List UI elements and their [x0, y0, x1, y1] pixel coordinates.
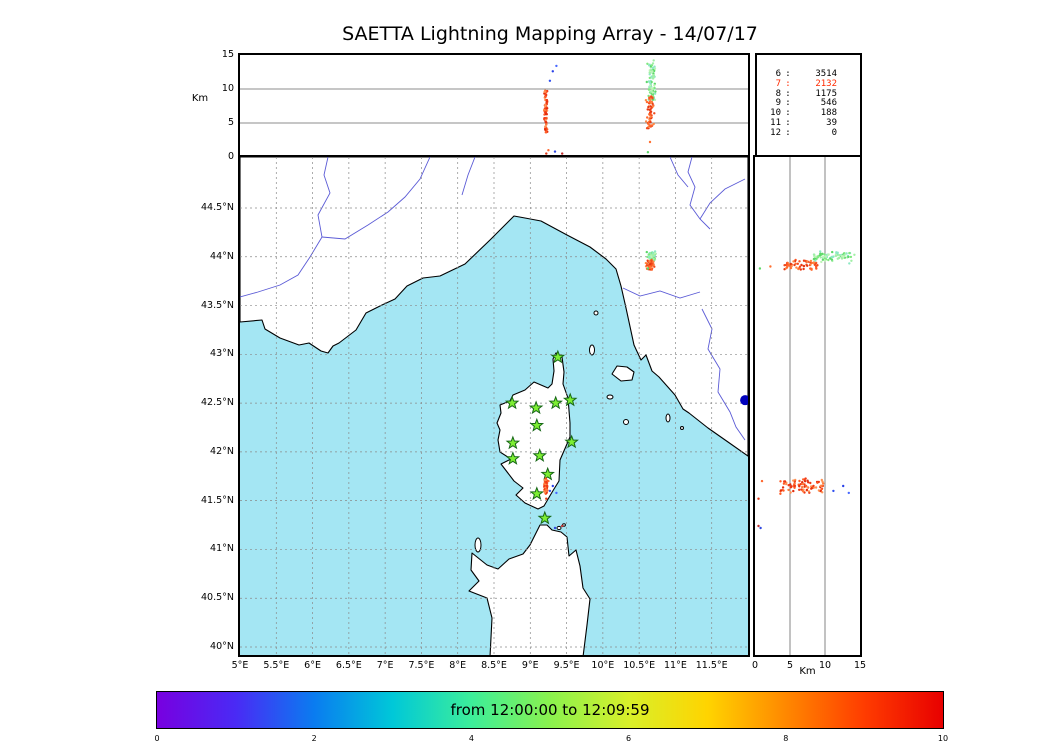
altitude-axis-label-bottom: Km	[799, 666, 816, 677]
lma-station-marker	[562, 392, 578, 407]
lat-axis-tick: 43.5°N	[200, 299, 234, 311]
altitude-latitude-panel	[753, 155, 862, 657]
lma-station-marker	[540, 466, 555, 481]
lat-axis-tick: 42°N	[210, 445, 234, 457]
station-count-row: 12: 0	[757, 127, 860, 139]
station-count-value: 546	[820, 98, 837, 109]
station-count-value: 1175	[815, 88, 837, 99]
figure-title: SAETTA Lightning Mapping Array - 14/07/1…	[342, 23, 758, 45]
lon-axis-tick: 5.5°E	[263, 660, 290, 671]
altitude-axis-label-left: Km	[191, 93, 209, 104]
separator: :	[785, 88, 791, 99]
station-count-value: 188	[820, 108, 837, 119]
alt-axis-tick: 15	[221, 49, 234, 60]
lon-axis-tick: 10.5°E	[623, 660, 656, 671]
station-count-label: 8	[775, 88, 781, 99]
lon-axis-tick: 7°E	[376, 660, 394, 671]
separator: :	[785, 108, 791, 119]
station-count-row: 10: 188	[757, 108, 860, 119]
lon-axis-tick: 11.5°E	[695, 660, 728, 671]
lon-axis-tick: 7.5°E	[408, 660, 435, 671]
lon-axis-tick: 6.5°E	[335, 660, 362, 671]
lat-axis-tick: 41°N	[210, 543, 234, 555]
lma-station-marker	[529, 486, 545, 501]
colorbar-tick: 0	[154, 734, 160, 743]
station-count-value: 0	[831, 127, 837, 138]
station-count-row: 6: 3514	[757, 69, 860, 80]
lon-axis-tick: 5°E	[231, 660, 249, 671]
colorbar-tick: 2	[311, 734, 317, 743]
lat-axis-tick: 42.5°N	[200, 397, 234, 409]
station-count-label: 9	[775, 98, 781, 109]
station-count-row: 7: 2132	[757, 78, 860, 90]
alt-axis-tick: 0	[751, 660, 759, 671]
colorbar-label: from 12:00:00 to 12:09:59	[450, 701, 650, 719]
lat-axis-tick: 41.5°N	[200, 494, 234, 506]
lma-station-marker	[564, 434, 579, 449]
station-count-label: 7	[775, 78, 781, 89]
lon-axis-tick: 8°E	[449, 660, 467, 671]
alt-axis-tick: 10	[818, 660, 832, 671]
lma-station-marker	[550, 349, 566, 364]
alt-axis-tick: 5	[227, 117, 234, 128]
station-count-row: 8: 1175	[757, 88, 860, 100]
station-count-value: 39	[826, 117, 837, 128]
separator: :	[785, 98, 791, 109]
colorbar-tick: 6	[626, 734, 632, 743]
lma-station-marker	[537, 510, 553, 525]
station-count-label: 6	[775, 69, 781, 79]
lma-station-marker	[529, 417, 545, 432]
lat-axis-tick: 40.5°N	[200, 592, 234, 604]
alt-axis-tick: 0	[227, 151, 234, 162]
lma-station-marker	[548, 395, 563, 410]
lat-axis-tick: 43°N	[210, 348, 234, 360]
lon-axis-tick: 9.5°E	[553, 660, 580, 671]
separator: :	[785, 78, 791, 89]
lon-axis-tick: 11°E	[664, 660, 687, 671]
lat-axis-tick: 40°N	[210, 641, 234, 652]
lma-station-marker	[504, 395, 520, 410]
lon-axis-tick: 8.5°E	[481, 660, 507, 671]
station-count-label: 11	[770, 117, 781, 128]
station-count-label: 10	[770, 108, 781, 119]
map-panel	[238, 155, 750, 657]
colorbar-tick: 10	[937, 734, 949, 743]
separator: :	[785, 117, 791, 128]
lma-station-marker	[528, 400, 544, 415]
alt-axis-tick: 5	[786, 660, 794, 671]
map-plot	[240, 157, 748, 655]
lma-station-marker	[532, 448, 547, 462]
lma-station-marker	[505, 451, 521, 465]
station-statistics-panel: 6: 3514 7: 2132 8: 1175 9: 546 10: 188 11: 39 12: 0	[755, 53, 862, 159]
altitude-longitude-plot	[240, 59, 748, 155]
lat-axis-tick: 44°N	[210, 250, 234, 262]
lat-axis-tick: 44.5°N	[200, 201, 234, 213]
time-colorbar: from 12:00:00 to 12:09:59	[156, 691, 944, 729]
alt-axis-tick: 10	[221, 83, 234, 94]
lma-station-marker	[505, 435, 521, 450]
lon-axis-tick: 9°E	[521, 660, 539, 671]
station-count-label: 12	[770, 127, 781, 138]
colorbar-tick: 8	[783, 734, 789, 743]
altitude-latitude-plot	[757, 157, 856, 655]
station-count-row: 11: 39	[757, 117, 860, 129]
separator: :	[785, 69, 791, 79]
station-count-row: 9: 546	[757, 99, 860, 109]
altitude-longitude-panel	[238, 53, 750, 159]
separator: :	[785, 127, 791, 138]
lon-axis-tick: 10°E	[591, 660, 615, 671]
lon-axis-tick: 6°E	[304, 660, 321, 671]
station-count-value: 2132	[815, 78, 837, 89]
alt-axis-tick: 15	[853, 660, 867, 671]
station-count-value: 3514	[815, 69, 837, 79]
station-count-list: 6: 3514 7: 2132 8: 1175 9: 546 10: 188 11: 39 12: 0	[757, 55, 860, 139]
colorbar-tick: 4	[468, 734, 474, 743]
